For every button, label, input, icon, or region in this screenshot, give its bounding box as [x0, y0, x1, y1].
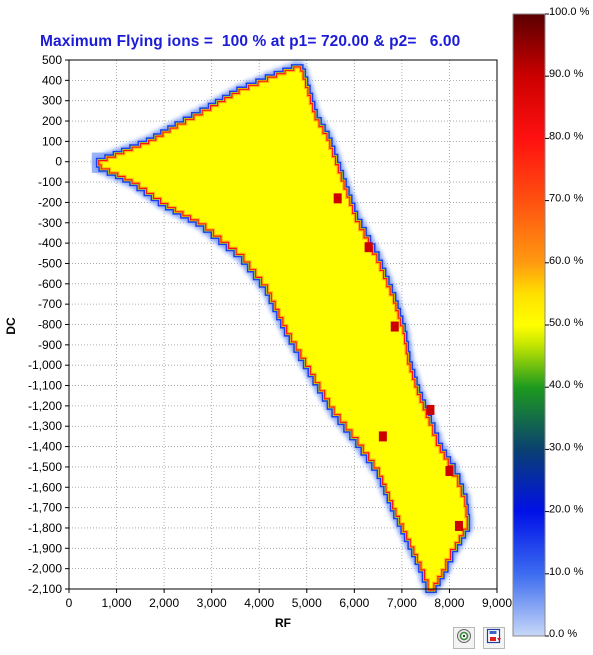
y-tick-label: -2,000	[28, 562, 62, 576]
x-tick-label: 1,000	[102, 596, 132, 610]
x-axis-label: RF	[275, 616, 291, 630]
hot-spot	[378, 431, 387, 442]
save-image-icon	[486, 628, 502, 649]
settings-disc-icon	[456, 628, 472, 649]
colorbar-tick-label: 10.0 %	[549, 566, 583, 578]
colorbar-tick-label: 30.0 %	[549, 441, 583, 453]
y-tick-label: -1,900	[28, 541, 62, 555]
hot-spot	[454, 520, 463, 531]
colorbar-tick-label: 50.0 %	[549, 317, 583, 329]
x-tick-label: 4,000	[244, 596, 274, 610]
y-tick-label: -1,400	[28, 440, 62, 454]
y-tick-label: 400	[42, 73, 62, 87]
colorbar-tick-label: 80.0 %	[549, 130, 583, 142]
x-tick-label: 3,000	[197, 596, 227, 610]
x-tick-label: 2,000	[149, 596, 179, 610]
y-tick-label: -1,000	[28, 358, 62, 372]
y-tick-label: -300	[38, 216, 62, 230]
y-tick-label: -1,200	[28, 399, 62, 413]
y-tick-label: -1,100	[28, 379, 62, 393]
y-tick-label: -1,800	[28, 521, 62, 535]
x-axis-ticks: 0 1,000 2,000 3,000 4,000 5,000 6,000 7,000 8,00…	[66, 589, 512, 610]
hot-spot	[364, 242, 373, 253]
x-tick-label: 8,000	[434, 596, 464, 610]
x-tick-label: 9,000	[482, 596, 512, 610]
colorbar-tick-label: 100.0 %	[549, 6, 590, 18]
y-tick-label: -500	[38, 256, 62, 270]
x-tick-label: 5,000	[292, 596, 322, 610]
y-tick-label: -200	[38, 195, 62, 209]
y-tick-label: -600	[38, 277, 62, 291]
y-tick-label: -1,600	[28, 480, 62, 494]
colorbar-tick-label: 70.0 %	[549, 193, 583, 205]
y-tick-label: -800	[38, 318, 62, 332]
y-tick-label: -900	[38, 338, 62, 352]
y-tick-label: -2,100	[28, 582, 62, 596]
stability-region	[91, 61, 473, 596]
hot-spot	[445, 465, 454, 476]
colorbar-tick-label: 0.0 %	[549, 628, 577, 640]
x-tick-label: 6,000	[339, 596, 369, 610]
hot-spot	[426, 404, 435, 415]
y-tick-label: 100	[42, 134, 62, 148]
y-tick-label: 200	[42, 114, 62, 128]
colorbar-gradient	[512, 13, 546, 637]
y-axis-ticks: 500 400 300 200 100 0 -100 -200 -300 -400 -500 -600…	[28, 53, 69, 596]
hot-spot	[390, 321, 399, 332]
save-image-button[interactable]	[483, 627, 505, 649]
x-tick-label: 7,000	[387, 596, 417, 610]
colorbar-tick-label: 40.0 %	[549, 379, 583, 391]
chart-title: Maximum Flying ions = 100 % at p1= 720.0…	[40, 33, 461, 50]
colorbar-tick-label: 20.0 %	[549, 504, 583, 516]
colorbar: 100.0 % 90.0 % 80.0 % 70.0 % 60.0 % 50.0 % 40.…	[512, 6, 590, 640]
hot-spot	[333, 193, 342, 204]
x-tick-label: 0	[66, 596, 73, 610]
y-axis-label: DC	[4, 317, 18, 335]
y-tick-label: -100	[38, 175, 62, 189]
y-tick-label: 300	[42, 94, 62, 108]
y-tick-label: 500	[42, 53, 62, 67]
y-tick-label: -1,300	[28, 419, 62, 433]
y-tick-label: -1,500	[28, 460, 62, 474]
y-tick-label: -400	[38, 236, 62, 250]
y-tick-label: -700	[38, 297, 62, 311]
y-tick-label: 0	[55, 155, 62, 169]
colorbar-tick-label: 90.0 %	[549, 68, 583, 80]
settings-button[interactable]	[453, 627, 475, 649]
region-fill	[99, 67, 467, 590]
colorbar-tick-label: 60.0 %	[549, 255, 583, 267]
y-tick-label: -1,700	[28, 501, 62, 515]
